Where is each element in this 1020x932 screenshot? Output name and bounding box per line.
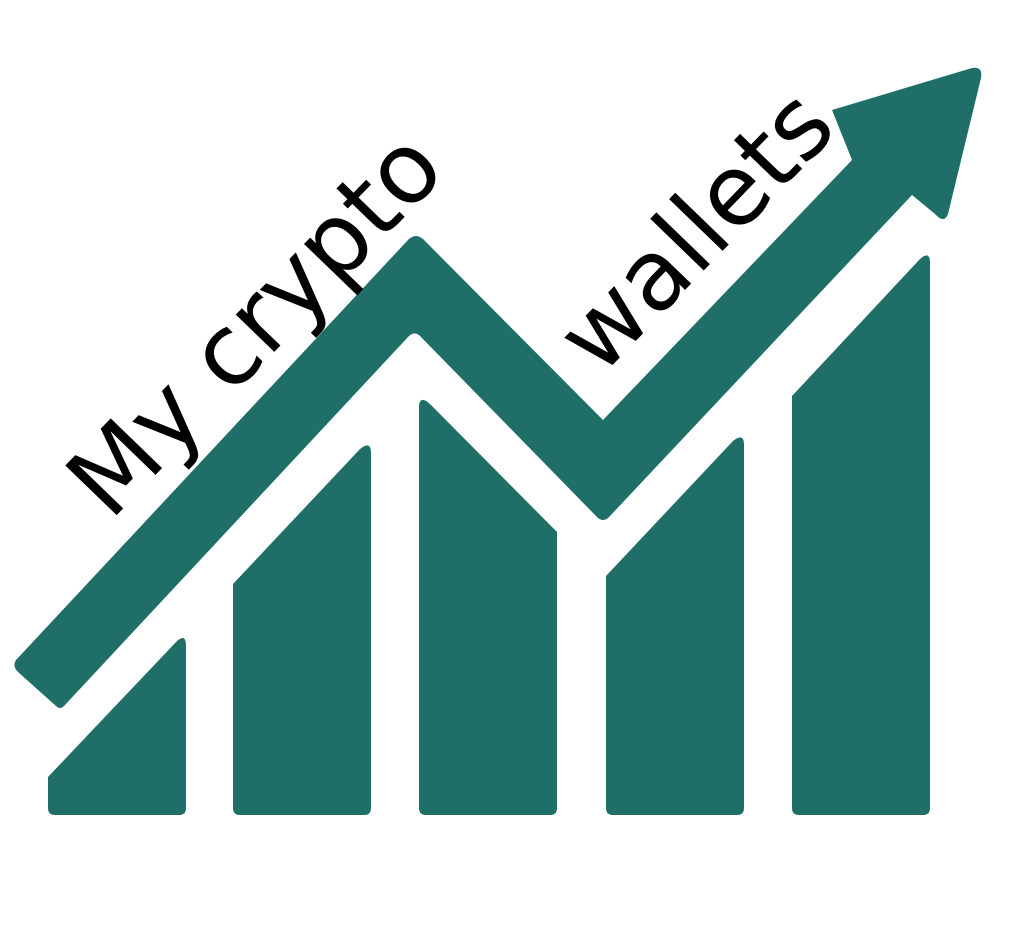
bar-1 <box>48 637 186 815</box>
bar-3 <box>419 399 557 815</box>
trend-arrow <box>14 67 982 708</box>
bar-4 <box>606 437 744 815</box>
trend-arrow-line <box>14 67 982 708</box>
bar-5 <box>792 255 930 815</box>
bar-2 <box>233 445 371 815</box>
bar-columns <box>48 255 930 815</box>
